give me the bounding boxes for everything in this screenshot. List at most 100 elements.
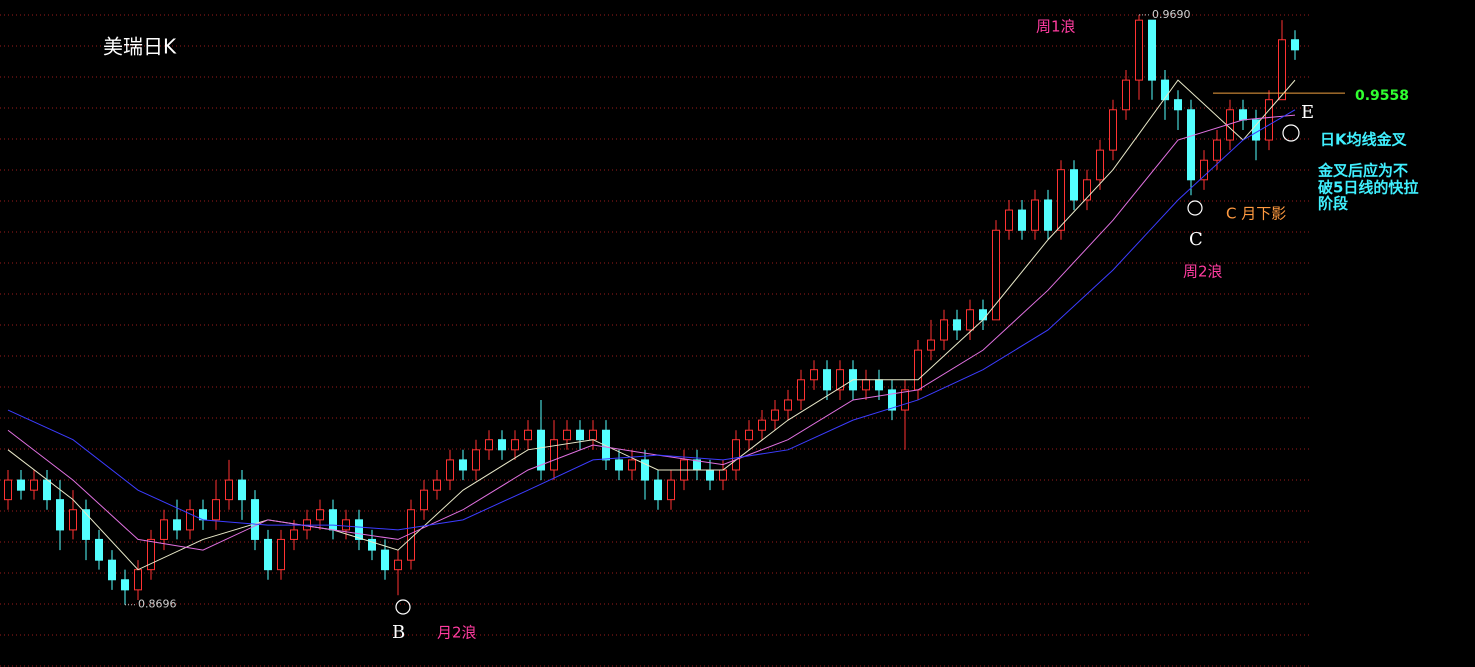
candle-body	[1265, 99, 1273, 141]
candle-body	[1031, 199, 1039, 231]
candle-body	[927, 339, 935, 351]
candle-body	[381, 549, 389, 571]
chart-title: 美瑞日K	[103, 35, 177, 59]
candle-body	[524, 429, 532, 441]
candle-body	[134, 569, 142, 591]
candle-body	[329, 509, 337, 531]
marker-circle	[1282, 124, 1300, 142]
candle-body	[173, 519, 181, 531]
candle-body	[277, 538, 285, 571]
candle-body	[69, 509, 77, 531]
candle-body	[550, 439, 558, 471]
candle-body	[1070, 169, 1078, 201]
annotation: 周2浪	[1183, 263, 1223, 281]
candle-body	[121, 579, 129, 591]
candle-body	[1187, 109, 1195, 181]
candle-body	[1161, 79, 1169, 101]
candle-body	[1096, 149, 1104, 181]
candle-body	[745, 429, 753, 441]
point-label: C	[1189, 229, 1203, 250]
candle-body	[628, 459, 636, 471]
candle-body	[264, 538, 272, 571]
candle-body	[784, 399, 792, 411]
candle-body	[43, 479, 51, 501]
candle-body	[1200, 159, 1208, 181]
candle-body	[225, 479, 233, 501]
point-label: B	[392, 622, 405, 643]
candle-body	[342, 519, 350, 531]
point-label: E	[1301, 102, 1314, 123]
candle-body	[95, 538, 103, 561]
candle-body	[1174, 99, 1182, 111]
candle-body	[17, 479, 25, 491]
candle-body	[1109, 109, 1117, 151]
candle-body	[160, 519, 168, 540]
candle-body	[563, 429, 571, 441]
candle-body	[615, 459, 623, 471]
candle-body	[992, 229, 1000, 321]
candle-body	[1135, 19, 1143, 81]
candle-body	[888, 389, 896, 411]
moving-average-line	[7, 109, 1296, 531]
candle-body	[1148, 19, 1156, 81]
candle-body	[706, 469, 714, 481]
candle-body	[836, 369, 844, 391]
candle-body	[979, 309, 987, 321]
candle-body	[641, 459, 649, 481]
candle-body	[498, 439, 506, 451]
candle-body	[238, 479, 246, 501]
candle-body	[472, 449, 480, 471]
candle-body	[186, 509, 194, 531]
candle-body	[485, 439, 493, 451]
candle-body	[212, 499, 220, 521]
level-label: 0.9558	[1355, 88, 1409, 104]
candle-body	[823, 369, 831, 391]
candle-body	[394, 559, 402, 571]
annotation-line: 破5日线的快拉	[1318, 179, 1418, 197]
candle-body	[1291, 39, 1299, 51]
annotation: 日K均线金叉	[1320, 131, 1408, 149]
candle-body	[290, 529, 298, 540]
candle-body	[1018, 209, 1026, 231]
moving-average-line	[7, 114, 1296, 551]
annotation-line: 金叉后应为不	[1317, 162, 1408, 180]
candle-body	[511, 439, 519, 451]
candle-body	[602, 429, 610, 461]
candle-body	[797, 379, 805, 401]
candle-body	[862, 379, 870, 391]
moving-average-line	[7, 79, 1296, 571]
candle-body	[1057, 169, 1065, 231]
candle-body	[420, 489, 428, 511]
candle-body	[875, 379, 883, 391]
candle-body	[654, 479, 662, 501]
marker-circle	[395, 599, 411, 615]
candle-body	[4, 479, 12, 501]
marker-circle	[1187, 200, 1203, 216]
annotation: 月2浪	[437, 624, 477, 642]
candle-body	[147, 538, 155, 571]
candle-body	[537, 429, 545, 471]
candle-body	[1005, 209, 1013, 231]
candle-body	[1044, 199, 1052, 231]
candle-body	[30, 479, 38, 491]
extreme-label: 0.8696	[138, 598, 177, 611]
candle-body	[576, 429, 584, 441]
candle-body	[1213, 139, 1221, 161]
candle-body	[459, 459, 467, 471]
candle-body	[316, 509, 324, 521]
candle-body	[82, 509, 90, 540]
candle-body	[914, 349, 922, 391]
candle-body	[355, 519, 363, 540]
candle-body	[966, 309, 974, 331]
candle-body	[901, 389, 909, 411]
annotation: 周1浪	[1036, 18, 1076, 36]
candle-body	[433, 479, 441, 491]
candle-body	[368, 538, 376, 551]
candle-body	[771, 409, 779, 421]
candle-body	[732, 439, 740, 471]
candle-body	[1278, 39, 1286, 101]
candle-body	[446, 459, 454, 481]
candle-body	[251, 499, 259, 540]
candle-body	[1083, 179, 1091, 201]
